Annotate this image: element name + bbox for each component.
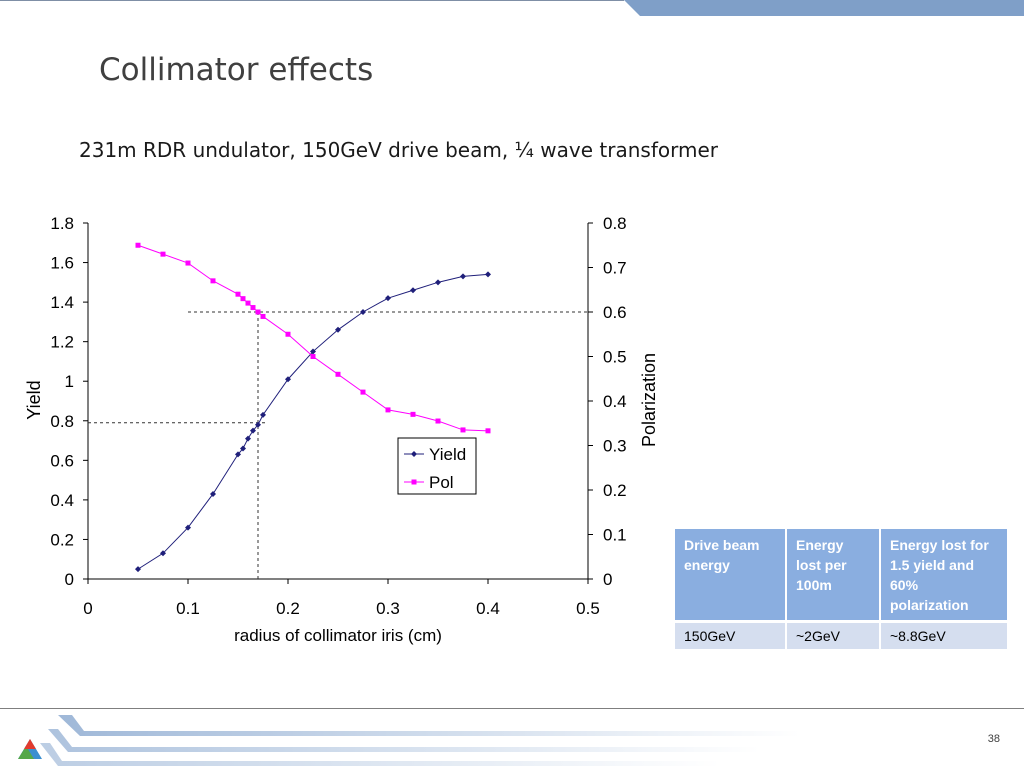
y2-tick-label: 0.7 [603,259,627,278]
legend-marker [411,479,417,485]
y-tick-label: 1.2 [50,333,74,352]
data-point-pol [135,242,141,248]
data-point-pol [160,251,166,257]
x-tick-label: 0.1 [176,599,200,618]
data-point-yield [285,376,291,383]
slide-title: Collimator effects [99,52,374,88]
footer-logo [18,715,800,766]
data-point-pol [255,309,261,315]
yield-polarization-chart: 0 0.2 0.4 0.6 0.8 1 1.2 1.4 1.6 1.8 0 0.1 0.2 0.3 0.4 0… [24,214,659,645]
data-point-pol [410,411,416,417]
footer-divider [0,708,1024,709]
legend-label: Yield [429,445,466,464]
data-point-yield [485,271,491,278]
y2-tick-label: 0.3 [603,437,627,456]
y-tick-label: 1 [65,372,74,391]
table-header: Energy lost per 100m [786,529,881,623]
x-tick-label: 0.2 [276,599,300,618]
data-point-yield [335,326,341,333]
y2-tick-label: 0.1 [603,526,627,545]
x-axis-title: radius of collimator iris (cm) [234,626,442,645]
data-point-pol [335,371,341,377]
data-point-pol [210,278,216,284]
data-point-yield [385,295,391,302]
data-point-pol [240,296,246,302]
legend-marker [411,451,417,457]
data-point-yield [210,490,216,497]
data-point-pol [385,407,391,413]
table-cell: ~8.8GeV [880,621,1007,649]
data-point-yield [250,427,256,434]
y-tick-label: 1.8 [50,214,74,233]
data-point-pol [260,313,266,319]
data-point-pol [310,354,316,359]
data-point-yield [160,550,166,557]
data-point-pol [460,427,466,433]
y-tick-label: 1.6 [50,254,74,273]
y-tick-label: 0.8 [50,412,74,431]
table-row: 150GeV ~2GeV ~8.8GeV [675,621,1007,649]
data-point-pol [435,418,441,424]
table-header: Drive beam energy [675,529,787,623]
data-point-pol [285,331,291,337]
data-point-yield [410,287,416,294]
data-point-yield [435,279,441,286]
legend-label: Pol [429,473,454,492]
y-tick-label: 0.6 [50,451,74,470]
slide-subtitle: 231m RDR undulator, 150GeV drive beam, ¼… [79,138,718,162]
data-point-yield [185,524,191,531]
table-cell: ~2GeV [786,621,881,649]
y-tick-label: 1.4 [50,293,74,312]
logo-triangle-icon [18,739,42,759]
series-line-pol [137,244,489,432]
data-point-yield [135,566,141,573]
y2-tick-label: 0 [603,570,612,589]
x-tick-label: 0 [83,599,92,618]
data-point-yield [260,411,266,418]
data-point-yield [460,273,466,280]
data-point-yield [360,309,366,315]
data-point-pol [245,300,251,306]
data-point-pol [250,305,256,311]
data-point-pol [485,428,491,434]
x-tick-label: 0.3 [376,599,400,618]
y-tick-label: 0.2 [50,530,74,549]
legend [397,437,477,495]
y2-tick-label: 0.4 [603,392,627,411]
x-tick-label: 0.4 [476,599,500,618]
page-number: 38 [987,733,1000,745]
y2-tick-label: 0.5 [603,348,627,367]
data-point-pol [360,389,366,395]
data-point-yield [245,435,251,442]
data-point-yield [235,451,241,458]
y-tick-label: 0.4 [50,491,74,510]
data-point-yield [255,421,261,428]
y-tick-label: 0 [65,570,74,589]
y2-tick-label: 0.2 [603,481,627,500]
table-header: Energy lost for 1.5 yield and 60% polari… [880,529,1007,623]
y2-axis-title: Polarization [639,353,659,447]
y2-tick-label: 0.6 [603,303,627,322]
y-axis-title: Yield [24,380,44,419]
data-point-yield [240,445,246,452]
data-point-pol [185,260,191,266]
table-cell: 150GeV [675,621,787,649]
data-point-pol [235,291,241,297]
energy-loss-table: Drive beam energy Energy lost per 100m E… [675,529,1007,649]
y2-tick-label: 0.8 [603,214,627,233]
x-tick-label: 0.5 [576,599,600,618]
data-point-yield [310,348,316,355]
header-band [0,0,1024,16]
